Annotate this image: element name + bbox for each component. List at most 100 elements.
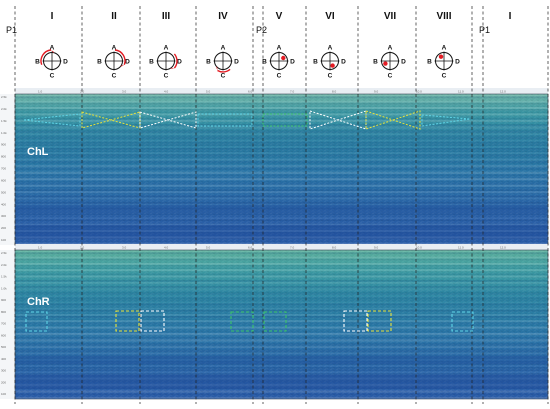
frequency-tick-label: 900 — [1, 298, 6, 302]
spectrogram-noise — [15, 94, 548, 245]
frequency-tick-label: 100 — [1, 238, 6, 242]
compass-letter: D — [125, 59, 130, 66]
highlight-bowtie-white — [139, 111, 197, 129]
time-tick-label: 3.0 — [122, 90, 127, 94]
position-label: P1 — [479, 25, 490, 35]
compass-letter: D — [234, 59, 239, 66]
time-tick-label: 9.0 — [374, 90, 379, 94]
time-tick-label: 10.0 — [416, 90, 422, 94]
low-frequency-band — [15, 375, 548, 389]
rotation-arrowhead — [216, 66, 218, 71]
rotation-arc — [40, 49, 52, 66]
compass-diagram: A C B D — [262, 45, 295, 80]
frequency-tick-label: 600 — [1, 178, 6, 182]
frequency-tick-label: 500 — [1, 345, 6, 349]
time-tick-label: 10.0 — [416, 246, 422, 250]
time-tick-label: 7.0 — [290, 246, 295, 250]
time-tick-label: 5.0 — [206, 246, 211, 250]
rotation-arc — [114, 49, 126, 66]
frequency-tick-label: 1.0k — [1, 286, 7, 290]
compass-diagram: A C B D — [97, 45, 130, 80]
highlight-box-yellow — [367, 310, 392, 332]
highlight-box-white — [140, 310, 165, 332]
compass-letter: C — [221, 73, 226, 80]
time-axis-strip — [15, 244, 548, 250]
source-position-dot — [281, 55, 286, 61]
frequency-tick-label: 600 — [1, 333, 6, 337]
phase-boundaries — [14, 6, 549, 404]
time-tick-label: 2.0 — [80, 246, 85, 250]
time-tick-label: 4.0 — [164, 90, 169, 94]
frequency-tick-label: 300 — [1, 214, 6, 218]
frequency-tick-label: 1.0k — [1, 131, 7, 135]
time-tick-label: 3.0 — [122, 246, 127, 250]
rotation-arrowhead — [170, 67, 175, 69]
phase-numeral: VI — [325, 11, 335, 22]
position-label: P2 — [256, 25, 267, 35]
frequency-tick-label: 200 — [1, 226, 6, 230]
highlight-box-green — [263, 311, 287, 332]
frequency-tick-label: 400 — [1, 202, 6, 206]
spectrogram-noise — [15, 250, 548, 399]
frequency-tick-label: 400 — [1, 357, 6, 361]
low-frequency-band — [15, 225, 548, 239]
compass-letter: D — [455, 59, 460, 66]
compass-letter: A — [388, 45, 393, 52]
spectrogram-right: 2.5k 2.0k 1.5k 1.0k 900 800 700 600 500 400 300 200… — [0, 244, 549, 400]
time-tick-label: 6.0 — [248, 90, 253, 94]
frequency-tick-label: 2.5k — [1, 95, 7, 99]
frequency-tick-label: 700 — [1, 322, 6, 326]
frequency-tick-label: 800 — [1, 155, 6, 159]
compass-letter: B — [373, 59, 378, 66]
phase-numeral: VIII — [436, 11, 451, 22]
frequency-tick-label: 1.5k — [1, 275, 7, 279]
frequency-tick-label: 200 — [1, 380, 6, 384]
time-tick-label: 4.0 — [164, 246, 169, 250]
time-tick-label: 1.0 — [38, 246, 43, 250]
highlight-box-cyan — [25, 311, 48, 332]
frequency-gutter — [0, 94, 15, 245]
compass-letter: C — [277, 73, 282, 80]
compass-letter: C — [388, 73, 393, 80]
frequency-tick-label: 2.5k — [1, 251, 7, 255]
phase-header: P1 P2 P1 I A C B D II A C B D III A C B D IV A C B D V A C B D VI A C B… — [6, 11, 512, 80]
low-frequency-band — [15, 205, 548, 213]
time-tick-label: 5.0 — [206, 90, 211, 94]
frequency-tick-label: 2.0k — [1, 263, 7, 267]
highlight-box-cyan — [451, 311, 474, 332]
compass-letter: B — [149, 59, 154, 66]
compass-letter: A — [50, 45, 55, 52]
frequency-gutter — [0, 250, 15, 399]
rotation-arrowhead — [120, 64, 125, 67]
compass-diagram: A C B D — [313, 45, 346, 80]
compass-letter: D — [177, 59, 182, 66]
source-position-dot — [330, 63, 335, 68]
phase-numeral: V — [276, 11, 283, 22]
time-tick-label: 6.0 — [248, 246, 253, 250]
frequency-tick-label: 1.5k — [1, 119, 7, 123]
time-tick-label: 7.0 — [290, 90, 295, 94]
frequency-tick-label: 300 — [1, 369, 6, 373]
highlight-triangle-cyan — [23, 113, 81, 127]
compass-letter: B — [206, 59, 211, 66]
source-position-dot — [383, 61, 388, 66]
rotation-arrowhead — [51, 50, 54, 54]
compass-letter: A — [277, 45, 282, 52]
frequency-tick-label: 700 — [1, 167, 6, 171]
compass-letter: B — [313, 59, 318, 66]
time-axis-strip — [15, 88, 548, 94]
time-tick-label: 12.0 — [500, 246, 506, 250]
time-tick-label: 11.0 — [458, 90, 464, 94]
highlight-box-green — [262, 113, 308, 127]
rotation-arc — [217, 68, 231, 73]
phase-numeral: I — [509, 11, 512, 22]
highlight-bowtie-yellow — [365, 110, 421, 130]
compass-diagram: A C B D — [149, 45, 182, 80]
compass-letter: D — [290, 59, 295, 66]
time-tick-label: 11.0 — [458, 246, 464, 250]
phase-numeral: II — [111, 11, 117, 22]
highlight-bowtie-white — [309, 110, 367, 130]
compass-diagram: A C B D — [373, 45, 406, 80]
compass-letter: A — [112, 45, 117, 52]
